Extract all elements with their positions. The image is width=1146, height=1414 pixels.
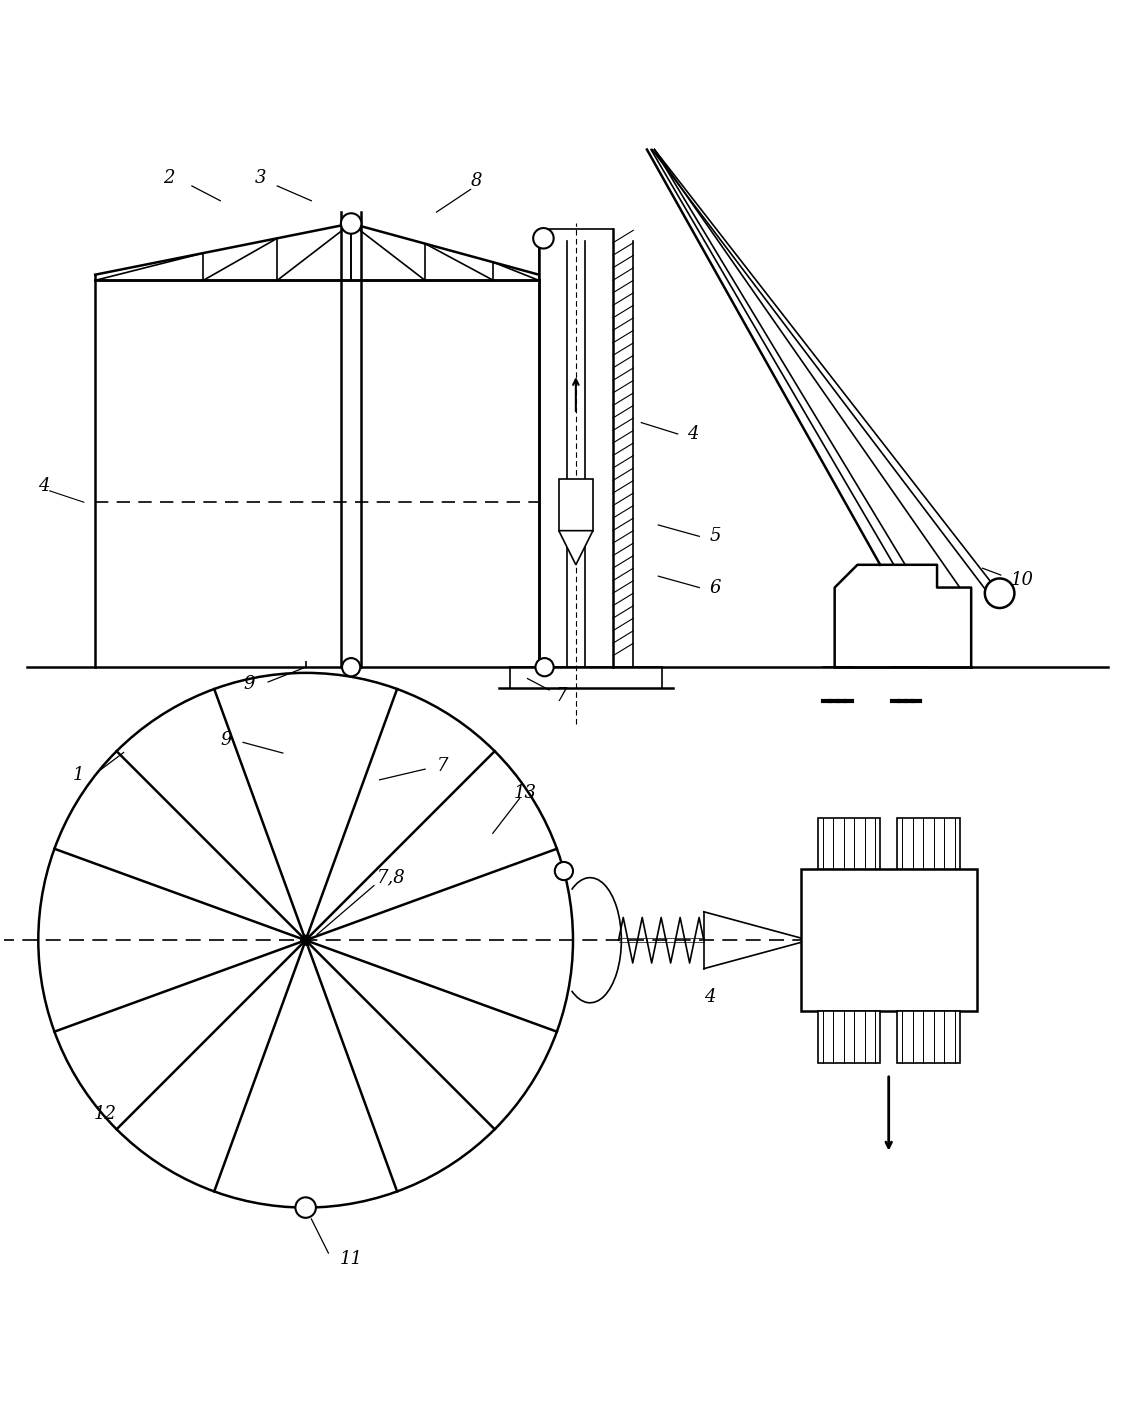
Text: 6: 6 xyxy=(709,578,721,597)
Bar xyxy=(801,870,976,1011)
Polygon shape xyxy=(559,530,592,564)
Text: 11: 11 xyxy=(339,1250,362,1268)
Circle shape xyxy=(535,658,554,676)
Bar xyxy=(897,817,960,870)
Text: 4: 4 xyxy=(686,426,698,443)
Bar xyxy=(817,817,880,870)
Text: 12: 12 xyxy=(94,1104,117,1123)
Text: 7: 7 xyxy=(437,758,448,775)
Text: 4: 4 xyxy=(38,477,49,495)
Text: 13: 13 xyxy=(513,785,536,802)
Text: 5: 5 xyxy=(709,527,721,546)
Text: 9: 9 xyxy=(243,676,254,693)
Circle shape xyxy=(533,228,554,249)
Text: 7,8: 7,8 xyxy=(377,868,406,887)
Circle shape xyxy=(984,578,1014,608)
Text: 4: 4 xyxy=(704,988,715,1007)
Text: 9: 9 xyxy=(220,731,231,748)
Circle shape xyxy=(555,863,573,880)
Text: 3: 3 xyxy=(254,170,266,187)
Circle shape xyxy=(342,658,360,676)
Text: 2: 2 xyxy=(164,170,175,187)
Text: 7: 7 xyxy=(556,687,567,704)
Bar xyxy=(559,479,592,530)
Text: 10: 10 xyxy=(1011,571,1034,588)
Circle shape xyxy=(296,1198,316,1217)
Bar xyxy=(817,1011,880,1062)
Bar xyxy=(897,1011,960,1062)
Text: 8: 8 xyxy=(471,173,482,191)
Circle shape xyxy=(340,214,361,233)
Text: 1: 1 xyxy=(72,766,84,785)
Circle shape xyxy=(301,936,311,945)
